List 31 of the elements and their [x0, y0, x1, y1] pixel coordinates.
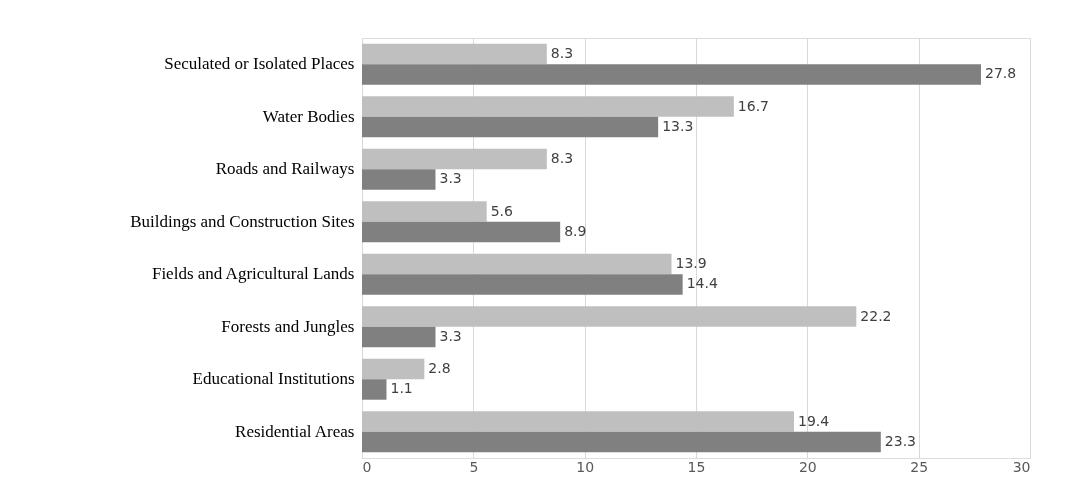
data-label: 13.3: [662, 117, 694, 134]
y-tick-label: Residential Areas: [235, 421, 355, 441]
x-tick-label: 5: [469, 458, 479, 475]
data-label: 22.2: [860, 307, 892, 324]
data-label: 3.3: [439, 170, 462, 187]
data-label: 1.1: [390, 380, 413, 397]
data-label: 23.3: [884, 432, 916, 449]
y-tick-label: Roads and Railways: [215, 159, 355, 179]
data-label: 2.8: [428, 360, 451, 377]
y-tick-label: Forests and Jungles: [221, 316, 355, 336]
data-label: 27.8: [985, 65, 1017, 82]
x-tick-label: 10: [576, 458, 595, 475]
data-label: 3.3: [439, 327, 462, 344]
data-label: 13.9: [675, 255, 707, 272]
data-label: 8.9: [564, 222, 587, 239]
y-tick-label: Educational Institutions: [192, 369, 355, 389]
data-label: 16.7: [737, 97, 770, 114]
data-label: 19.4: [797, 412, 830, 429]
y-tick-label: Buildings and Construction Sites: [130, 211, 355, 231]
y-tick-label: Fields and Agricultural Lands: [151, 264, 355, 284]
x-tick-label: 20: [798, 458, 817, 475]
data-label: 14.4: [686, 275, 718, 292]
x-tick-label: 30: [1012, 458, 1031, 475]
y-tick-label: Water Bodies: [262, 106, 355, 126]
x-tick-label: 25: [910, 458, 929, 475]
y-tick-label: Seculated or Isolated Places: [164, 54, 355, 74]
x-tick-label: 15: [687, 458, 706, 475]
data-label: 5.6: [490, 202, 514, 219]
data-label: 8.3: [550, 45, 574, 62]
x-tick-label: 0: [362, 458, 372, 475]
data-label: 8.3: [550, 150, 574, 167]
